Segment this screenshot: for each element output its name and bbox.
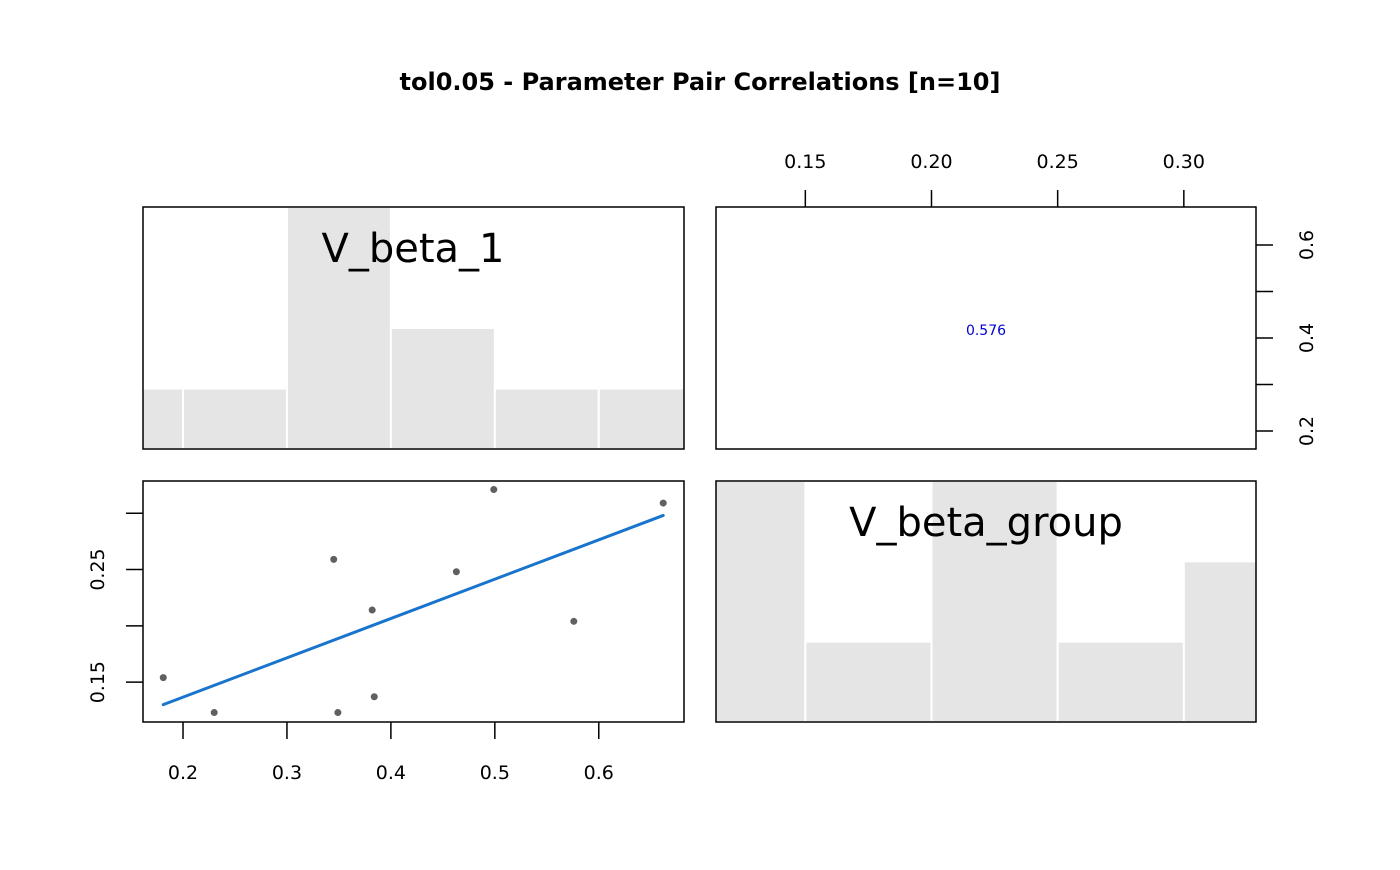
data-point bbox=[659, 499, 667, 507]
histogram-bar bbox=[285, 207, 392, 449]
histogram-bar bbox=[182, 387, 288, 449]
top-axis-tick-label: 0.20 bbox=[910, 151, 952, 173]
histogram-bar bbox=[493, 387, 600, 449]
data-point bbox=[368, 606, 376, 614]
data-point bbox=[330, 555, 338, 563]
data-point bbox=[490, 486, 498, 494]
data-point bbox=[370, 693, 378, 701]
left-axis-tick-label: 0.15 bbox=[87, 661, 109, 703]
left-axis-tick-label: 0.25 bbox=[87, 548, 109, 590]
fit-line bbox=[161, 513, 665, 707]
data-point bbox=[334, 709, 342, 717]
x-axis-tick-label: 0.4 bbox=[376, 762, 406, 784]
histogram-bar bbox=[716, 481, 807, 722]
x-axis-tick-label: 0.6 bbox=[584, 762, 614, 784]
data-point bbox=[452, 568, 460, 576]
x-axis-tick-label: 0.3 bbox=[272, 762, 302, 784]
histogram-bar bbox=[804, 640, 933, 722]
histogram-bar bbox=[1182, 560, 1256, 722]
x-axis-tick-label: 0.2 bbox=[168, 762, 198, 784]
panel-frame-p22 bbox=[715, 480, 1257, 723]
correlation-value: 0.576 bbox=[966, 323, 1006, 339]
panel-frame-p21 bbox=[142, 480, 685, 723]
histogram-bar bbox=[1056, 640, 1185, 722]
right-axis-tick-label: 0.6 bbox=[1296, 230, 1318, 260]
top-axis-tick-label: 0.25 bbox=[1037, 151, 1079, 173]
data-point bbox=[570, 617, 578, 625]
top-axis-tick-label: 0.15 bbox=[784, 151, 826, 173]
panel-frame-p11 bbox=[142, 206, 685, 450]
x-axis-tick-label: 0.5 bbox=[480, 762, 510, 784]
v-beta-1-histogram bbox=[143, 207, 684, 449]
histogram-bar bbox=[597, 387, 684, 449]
diag-label-v-beta-group: V_beta_group bbox=[849, 500, 1123, 546]
histogram-bar bbox=[143, 387, 185, 449]
histogram-bar bbox=[389, 327, 496, 449]
histogram-bar bbox=[930, 481, 1059, 722]
scatter-points bbox=[159, 486, 667, 717]
data-point bbox=[210, 709, 218, 717]
diag-label-v-beta-1: V_beta_1 bbox=[321, 226, 504, 272]
data-point bbox=[159, 674, 167, 682]
right-axis-tick-label: 0.2 bbox=[1296, 416, 1318, 446]
top-axis-tick-label: 0.30 bbox=[1163, 151, 1205, 173]
v-beta-group-histogram bbox=[716, 481, 1256, 722]
right-axis-tick-label: 0.4 bbox=[1296, 323, 1318, 353]
panel-frame-p12 bbox=[715, 206, 1257, 450]
chart-title: tol0.05 - Parameter Pair Correlations [n… bbox=[400, 68, 1001, 96]
